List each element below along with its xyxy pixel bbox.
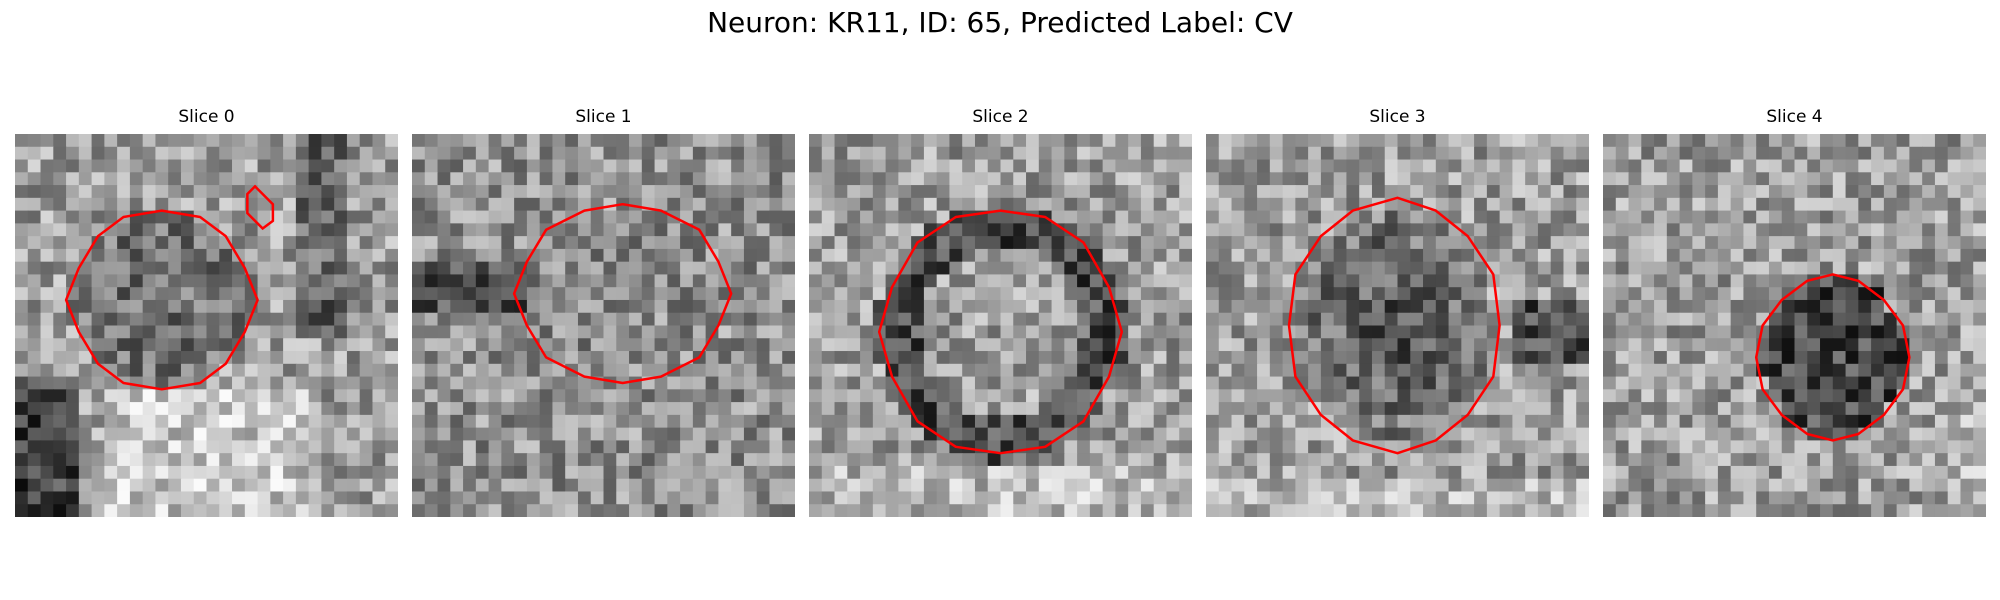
- slice-image-4: [1603, 134, 1986, 517]
- segmentation-contour: [1287, 196, 1501, 455]
- segmentation-contour: [877, 209, 1124, 455]
- segmentation-contour: [1754, 273, 1911, 442]
- slice-image-1: [412, 134, 795, 517]
- slice-image-3: [1206, 134, 1589, 517]
- segmentation-contour: [512, 202, 733, 385]
- pixel-grid: [15, 134, 398, 517]
- pixel-grid: [1603, 134, 1986, 517]
- slice-panel-4: Slice 4: [1603, 0, 1986, 600]
- slice-panel-2: Slice 2: [809, 0, 1192, 600]
- pixel-grid: [1206, 134, 1589, 517]
- pixel-grid: [809, 134, 1192, 517]
- slice-panel-3: Slice 3: [1206, 0, 1589, 600]
- segmentation-contour-small: [246, 184, 275, 231]
- slice-title-3: Slice 3: [1369, 107, 1426, 127]
- figure-title: Neuron: KR11, ID: 65, Predicted Label: C…: [707, 6, 1293, 39]
- slice-image-2: [809, 134, 1192, 517]
- slice-title-0: Slice 0: [178, 107, 235, 127]
- slice-panel-1: Slice 1: [412, 0, 795, 600]
- slice-panel-0: Slice 0: [15, 0, 398, 600]
- slice-title-4: Slice 4: [1766, 107, 1823, 127]
- segmentation-contour: [64, 209, 259, 391]
- slice-image-0: [15, 134, 398, 517]
- slice-title-1: Slice 1: [575, 107, 632, 127]
- slice-title-2: Slice 2: [972, 107, 1029, 127]
- pixel-grid: [412, 134, 795, 517]
